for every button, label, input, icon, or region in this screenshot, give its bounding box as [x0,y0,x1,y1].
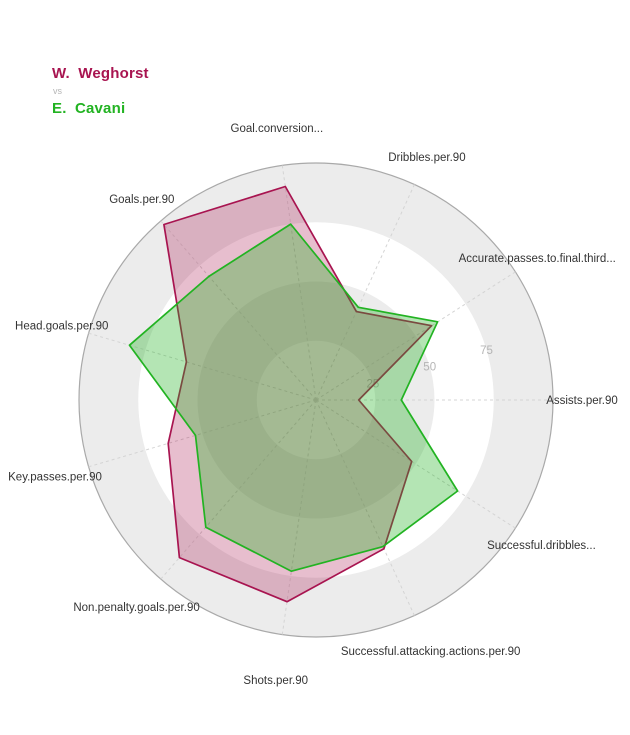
axis-label: Non.penalty.goals.per.90 [73,602,199,614]
radial-tick-label: 50 [423,362,436,374]
legend-player2-name: E. Cavani [52,100,126,117]
polygon-w-weghorst [163,185,433,603]
axis-label: Accurate.passes.to.final.third... [459,253,616,265]
axis-label: Successful.attacking.actions.per.90 [341,646,521,658]
axis-label: Goals.per.90 [109,194,174,206]
legend-vs-label: vs [53,86,62,96]
radial-tick-label: 75 [480,345,493,357]
axis-label: Head.goals.per.90 [15,320,108,332]
axis-label: Successful.dribbles... [487,540,596,552]
axis-label: Key.passes.per.90 [8,472,102,484]
chart-legend: W. Weghorst vs E. Cavani [52,66,149,116]
legend-player1-name: W. Weghorst [52,65,149,82]
axis-label: Goal.conversion... [231,123,324,135]
axis-label: Dribbles.per.90 [388,152,465,164]
axis-label: Shots.per.90 [243,675,308,687]
axis-label: Assists.per.90 [546,395,618,407]
polygon-e-cavani [128,223,459,573]
